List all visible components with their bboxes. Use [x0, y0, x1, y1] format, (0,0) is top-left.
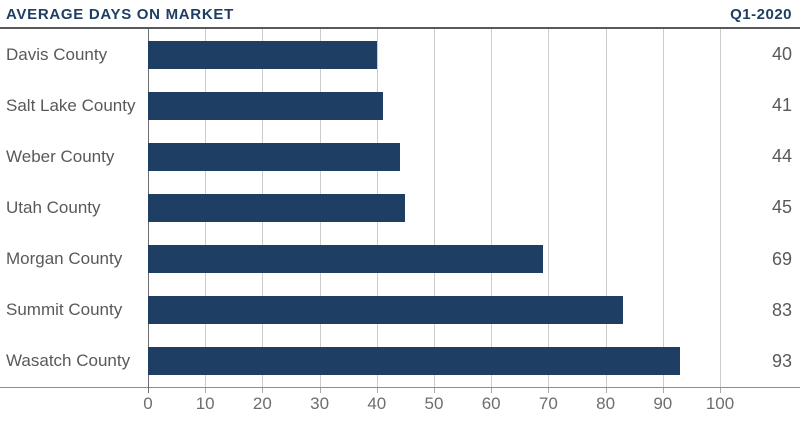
- bar-chart: 0 10 20 30 40 50 60 70 80 90 100 Davis County 40 S…: [0, 29, 800, 427]
- x-tick-label: 70: [538, 394, 558, 413]
- value-label: 93: [771, 350, 792, 371]
- axis-tick: [319, 388, 321, 393]
- x-tick-label: 20: [252, 394, 272, 413]
- axis-tick: [605, 388, 607, 393]
- chart-row: Summit County 83: [0, 285, 800, 336]
- value-label: 40: [771, 44, 792, 65]
- x-tick-label: 10: [195, 394, 215, 413]
- chart-row: Davis County 40: [0, 29, 800, 80]
- gridline: [662, 29, 664, 387]
- gridline: [548, 29, 550, 387]
- axis-tick: [662, 388, 664, 393]
- category-label: Summit County: [6, 300, 123, 320]
- category-label: Wasatch County: [6, 351, 131, 371]
- bar: [148, 245, 543, 274]
- gridline: [605, 29, 607, 387]
- axis-tick: [548, 388, 550, 393]
- axis-tick: [205, 388, 207, 393]
- category-label: Morgan County: [6, 249, 123, 269]
- chart-row: Weber County 44: [0, 131, 800, 182]
- bar: [148, 91, 383, 120]
- x-tick-label: 100: [705, 394, 735, 413]
- chart-row: Wasatch County 93: [0, 336, 800, 387]
- x-axis-line: [0, 387, 800, 388]
- category-label: Utah County: [6, 197, 101, 217]
- value-label: 69: [771, 248, 792, 269]
- gridline: [491, 29, 493, 387]
- x-tick-label: 40: [367, 394, 387, 413]
- value-label: 45: [771, 197, 792, 218]
- category-label: Salt Lake County: [6, 95, 136, 115]
- bar: [148, 296, 623, 325]
- gridline: [720, 29, 721, 387]
- chart-title: AVERAGE DAYS ON MARKET: [6, 6, 234, 23]
- bar: [148, 193, 406, 222]
- bar: [148, 142, 400, 171]
- axis-tick: [376, 388, 378, 393]
- period-label: Q1-2020: [730, 6, 792, 23]
- chart-row: Morgan County 69: [0, 234, 800, 285]
- gridline: [434, 29, 435, 387]
- value-label: 44: [771, 146, 792, 167]
- x-tick-label: 60: [481, 394, 501, 413]
- value-label: 41: [771, 95, 792, 116]
- axis-tick: [491, 388, 493, 393]
- value-label: 83: [771, 299, 792, 320]
- x-tick-label: 90: [653, 394, 673, 413]
- x-tick-label: 0: [143, 394, 153, 413]
- chart-row: Utah County 45: [0, 182, 800, 233]
- bar: [148, 40, 377, 69]
- axis-tick: [720, 388, 721, 393]
- x-tick-label: 80: [596, 394, 616, 413]
- x-tick-label: 50: [424, 394, 444, 413]
- category-label: Weber County: [6, 146, 115, 166]
- bar: [148, 347, 680, 376]
- x-tick-label: 30: [310, 394, 330, 413]
- axis-tick: [262, 388, 264, 393]
- axis-tick: [434, 388, 435, 393]
- chart-header: AVERAGE DAYS ON MARKET Q1-2020: [0, 0, 800, 29]
- category-label: Davis County: [6, 44, 108, 64]
- chart-row: Salt Lake County 41: [0, 80, 800, 131]
